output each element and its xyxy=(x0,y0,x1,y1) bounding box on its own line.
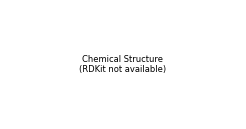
Text: Chemical Structure
(RDKit not available): Chemical Structure (RDKit not available) xyxy=(79,55,167,74)
